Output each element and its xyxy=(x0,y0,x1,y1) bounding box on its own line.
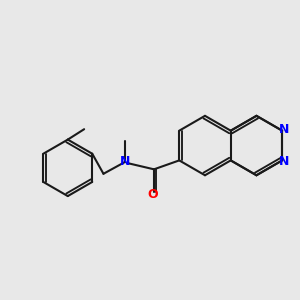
Text: N: N xyxy=(120,155,130,168)
Text: N: N xyxy=(278,123,289,136)
Text: N: N xyxy=(278,155,289,168)
Text: O: O xyxy=(147,188,158,201)
